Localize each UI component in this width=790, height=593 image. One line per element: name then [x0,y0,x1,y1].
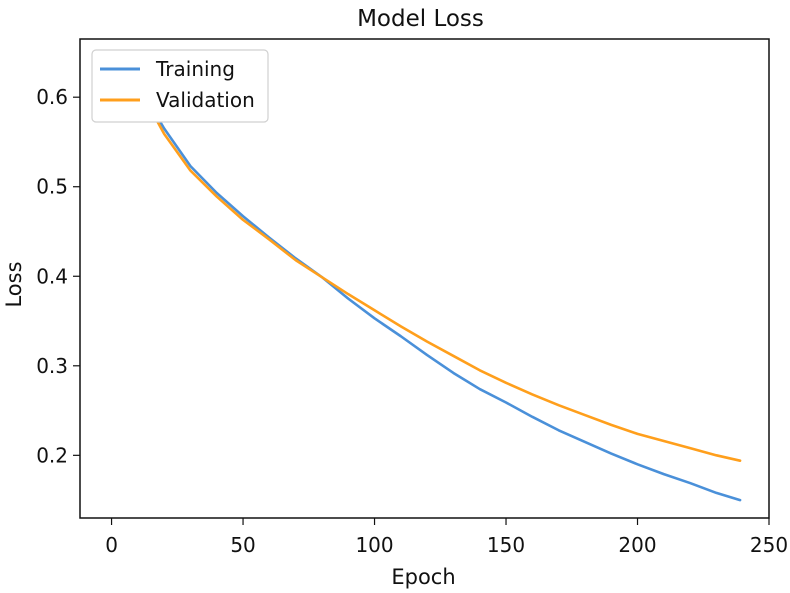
x-tick-label: 100 [355,533,393,557]
y-tick-label: 0.4 [36,264,68,288]
chart-title: Model Loss [357,6,484,32]
ticks-layer: 0 50 100 150 200 250 0.2 0.3 0.4 0.5 0.6 [36,85,788,557]
x-axis-label: Epoch [391,565,455,589]
y-tick-label: 0.2 [36,443,68,467]
series-layer [110,57,742,502]
x-tick-label: 200 [618,533,656,557]
x-tick-label: 0 [105,533,118,557]
y-axis-label: Loss [2,261,26,307]
y-tick-label: 0.5 [36,175,68,199]
series-line-validation [110,61,742,463]
legend: Training Validation [91,49,269,123]
legend-label-validation: Validation [156,88,255,112]
legend-label-training: Training [155,57,235,81]
y-tick-label: 0.3 [36,354,68,378]
x-tick-label: 50 [230,533,255,557]
x-tick-label: 150 [487,533,525,557]
x-tick-label: 250 [750,533,788,557]
series-line-training [110,57,742,502]
labels-layer: Model Loss Epoch Loss [2,6,484,589]
y-tick-label: 0.6 [36,85,68,109]
